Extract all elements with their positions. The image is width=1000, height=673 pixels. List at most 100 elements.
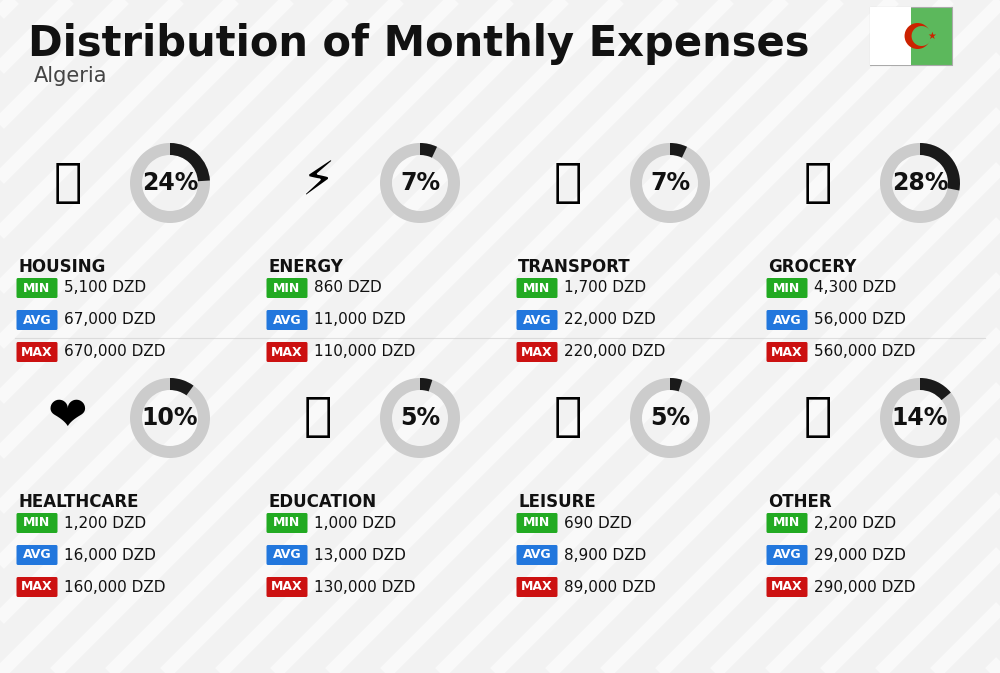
Text: AVG: AVG bbox=[523, 548, 551, 561]
Text: 16,000 DZD: 16,000 DZD bbox=[64, 548, 156, 563]
Wedge shape bbox=[905, 23, 931, 49]
Wedge shape bbox=[630, 143, 710, 223]
Text: AVG: AVG bbox=[773, 314, 801, 326]
Wedge shape bbox=[130, 378, 210, 458]
FancyBboxPatch shape bbox=[516, 577, 558, 597]
Text: 🎓: 🎓 bbox=[304, 396, 332, 441]
Wedge shape bbox=[920, 378, 951, 400]
Text: 24%: 24% bbox=[142, 171, 198, 195]
Text: Distribution of Monthly Expenses: Distribution of Monthly Expenses bbox=[28, 23, 810, 65]
Wedge shape bbox=[880, 378, 960, 458]
Text: MIN: MIN bbox=[773, 281, 801, 295]
Text: 560,000 DZD: 560,000 DZD bbox=[814, 345, 916, 359]
Text: 7%: 7% bbox=[400, 171, 440, 195]
Wedge shape bbox=[380, 143, 460, 223]
Text: MIN: MIN bbox=[773, 516, 801, 530]
FancyBboxPatch shape bbox=[767, 513, 808, 533]
Wedge shape bbox=[170, 143, 210, 181]
Wedge shape bbox=[880, 143, 960, 223]
Text: MIN: MIN bbox=[273, 516, 301, 530]
FancyBboxPatch shape bbox=[266, 278, 308, 298]
Text: MAX: MAX bbox=[521, 345, 553, 359]
Text: 690 DZD: 690 DZD bbox=[564, 516, 632, 530]
Text: 290,000 DZD: 290,000 DZD bbox=[814, 579, 916, 594]
Text: ★: ★ bbox=[927, 31, 936, 41]
Text: MIN: MIN bbox=[523, 281, 551, 295]
Text: AVG: AVG bbox=[273, 548, 301, 561]
Text: MIN: MIN bbox=[273, 281, 301, 295]
Text: 29,000 DZD: 29,000 DZD bbox=[814, 548, 906, 563]
Text: 14%: 14% bbox=[892, 406, 948, 430]
FancyBboxPatch shape bbox=[16, 513, 58, 533]
FancyBboxPatch shape bbox=[767, 310, 808, 330]
Text: 👜: 👜 bbox=[804, 396, 832, 441]
Wedge shape bbox=[380, 378, 460, 458]
Text: OTHER: OTHER bbox=[768, 493, 832, 511]
Text: 670,000 DZD: 670,000 DZD bbox=[64, 345, 166, 359]
FancyBboxPatch shape bbox=[266, 577, 308, 597]
Text: AVG: AVG bbox=[23, 548, 51, 561]
Text: MAX: MAX bbox=[521, 581, 553, 594]
Text: MIN: MIN bbox=[523, 516, 551, 530]
FancyBboxPatch shape bbox=[16, 278, 58, 298]
Text: HOUSING: HOUSING bbox=[18, 258, 105, 276]
FancyBboxPatch shape bbox=[516, 513, 558, 533]
FancyBboxPatch shape bbox=[266, 342, 308, 362]
Text: ⚡: ⚡ bbox=[301, 160, 335, 205]
Text: AVG: AVG bbox=[523, 314, 551, 326]
Text: HEALTHCARE: HEALTHCARE bbox=[18, 493, 138, 511]
Wedge shape bbox=[630, 378, 710, 458]
FancyBboxPatch shape bbox=[266, 310, 308, 330]
Text: 220,000 DZD: 220,000 DZD bbox=[564, 345, 665, 359]
FancyBboxPatch shape bbox=[767, 577, 808, 597]
FancyBboxPatch shape bbox=[870, 7, 952, 65]
Text: 🏢: 🏢 bbox=[54, 160, 82, 205]
Text: LEISURE: LEISURE bbox=[518, 493, 596, 511]
Text: 56,000 DZD: 56,000 DZD bbox=[814, 312, 906, 328]
Wedge shape bbox=[420, 378, 432, 392]
Wedge shape bbox=[420, 143, 437, 157]
Text: GROCERY: GROCERY bbox=[768, 258, 856, 276]
FancyBboxPatch shape bbox=[870, 7, 911, 65]
Text: EDUCATION: EDUCATION bbox=[268, 493, 376, 511]
FancyBboxPatch shape bbox=[516, 278, 558, 298]
Text: AVG: AVG bbox=[773, 548, 801, 561]
Text: 110,000 DZD: 110,000 DZD bbox=[314, 345, 415, 359]
Text: 22,000 DZD: 22,000 DZD bbox=[564, 312, 656, 328]
Text: 160,000 DZD: 160,000 DZD bbox=[64, 579, 166, 594]
Wedge shape bbox=[130, 143, 210, 223]
Text: 130,000 DZD: 130,000 DZD bbox=[314, 579, 416, 594]
Wedge shape bbox=[170, 378, 194, 395]
Wedge shape bbox=[670, 143, 687, 157]
Text: MAX: MAX bbox=[771, 581, 803, 594]
Text: MIN: MIN bbox=[23, 516, 51, 530]
Text: AVG: AVG bbox=[273, 314, 301, 326]
Text: TRANSPORT: TRANSPORT bbox=[518, 258, 631, 276]
Text: 🚌: 🚌 bbox=[554, 160, 582, 205]
Text: MIN: MIN bbox=[23, 281, 51, 295]
Text: 7%: 7% bbox=[650, 171, 690, 195]
FancyBboxPatch shape bbox=[16, 545, 58, 565]
Text: 10%: 10% bbox=[142, 406, 198, 430]
Text: 🛒: 🛒 bbox=[804, 160, 832, 205]
Text: 89,000 DZD: 89,000 DZD bbox=[564, 579, 656, 594]
FancyBboxPatch shape bbox=[767, 545, 808, 565]
FancyBboxPatch shape bbox=[266, 513, 308, 533]
Text: MAX: MAX bbox=[271, 345, 303, 359]
Wedge shape bbox=[912, 26, 932, 46]
FancyBboxPatch shape bbox=[16, 342, 58, 362]
Text: MAX: MAX bbox=[21, 581, 53, 594]
Text: 1,000 DZD: 1,000 DZD bbox=[314, 516, 396, 530]
FancyBboxPatch shape bbox=[516, 545, 558, 565]
Text: 13,000 DZD: 13,000 DZD bbox=[314, 548, 406, 563]
FancyBboxPatch shape bbox=[516, 310, 558, 330]
Wedge shape bbox=[670, 378, 682, 392]
Text: MAX: MAX bbox=[771, 345, 803, 359]
Text: 860 DZD: 860 DZD bbox=[314, 281, 382, 295]
Text: 1,700 DZD: 1,700 DZD bbox=[564, 281, 646, 295]
Text: 🛍️: 🛍️ bbox=[554, 396, 582, 441]
Text: MAX: MAX bbox=[271, 581, 303, 594]
FancyBboxPatch shape bbox=[16, 310, 58, 330]
Text: 11,000 DZD: 11,000 DZD bbox=[314, 312, 406, 328]
Text: 8,900 DZD: 8,900 DZD bbox=[564, 548, 646, 563]
